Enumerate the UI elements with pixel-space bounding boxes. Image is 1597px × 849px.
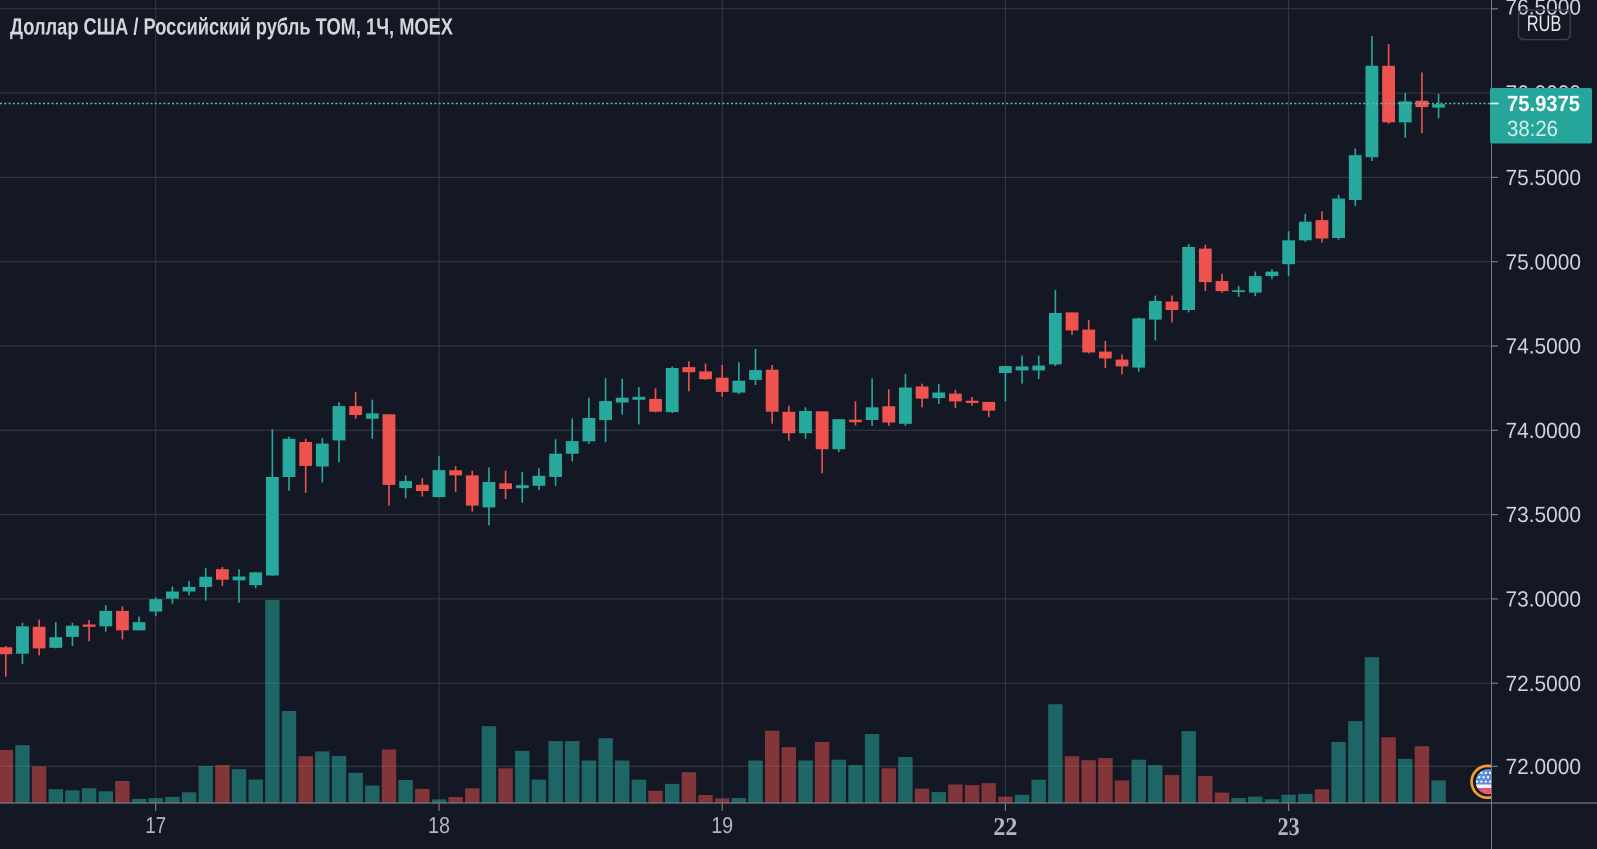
svg-text:72.5000: 72.5000 bbox=[1506, 671, 1582, 696]
svg-text:75.9375: 75.9375 bbox=[1507, 91, 1580, 116]
svg-text:74.5000: 74.5000 bbox=[1506, 334, 1582, 359]
svg-text:38:26: 38:26 bbox=[1507, 116, 1558, 141]
svg-text:18: 18 bbox=[428, 812, 450, 838]
svg-text:74.0000: 74.0000 bbox=[1506, 418, 1582, 443]
svg-text:23: 23 bbox=[1278, 812, 1300, 841]
svg-text:75.0000: 75.0000 bbox=[1506, 249, 1582, 274]
svg-text:22: 22 bbox=[993, 812, 1017, 841]
svg-text:17: 17 bbox=[145, 812, 166, 838]
svg-text:19: 19 bbox=[711, 812, 733, 838]
svg-text:73.5000: 73.5000 bbox=[1506, 502, 1582, 527]
svg-text:Доллар США / Российский рубль: Доллар США / Российский рубль TOM, 1Ч, M… bbox=[10, 14, 453, 40]
svg-text:73.0000: 73.0000 bbox=[1506, 587, 1582, 612]
svg-text:RUB: RUB bbox=[1527, 11, 1562, 36]
svg-text:75.5000: 75.5000 bbox=[1506, 165, 1582, 190]
svg-text:72.0000: 72.0000 bbox=[1506, 754, 1582, 779]
